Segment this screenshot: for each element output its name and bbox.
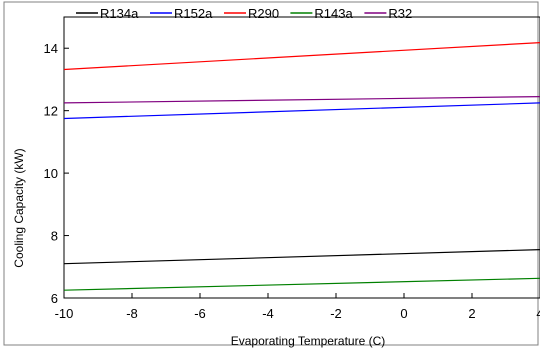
y-tick-label: 6: [51, 291, 58, 306]
x-tick-label: -10: [55, 306, 74, 321]
series-line-r143a: [63, 277, 540, 291]
x-tick-label: -2: [330, 306, 342, 321]
y-axis-title: Cooling Capacity (kW): [12, 148, 26, 267]
legend-label: R32: [388, 6, 412, 21]
y-tick-label: 12: [44, 104, 58, 119]
x-axis-title: Evaporating Temperature (C): [231, 334, 386, 348]
tick-labels: -10 -8 -6 -4 -2 0 2 4 6 8 10 12 14: [44, 41, 540, 321]
y-tick-label: 8: [51, 229, 58, 244]
plot-frame: [3, 1, 539, 346]
x-tick-label: -4: [262, 306, 274, 321]
y-tick-label: 10: [44, 166, 58, 181]
series-line-r32: [63, 96, 540, 104]
x-tick-label: 2: [468, 306, 475, 321]
series-lines: [63, 42, 540, 291]
legend-label: R152a: [174, 6, 213, 21]
axis-ticks: [63, 47, 540, 299]
x-tick-label: -8: [126, 306, 138, 321]
series-line-r152a: [63, 102, 540, 120]
x-tick-label: 4: [536, 306, 540, 321]
series-line-r134a: [63, 249, 540, 265]
plot-area: [63, 16, 540, 299]
legend-label: R290: [248, 6, 279, 21]
x-tick-label: -6: [194, 306, 206, 321]
legend-label: R134a: [100, 6, 139, 21]
legend-label: R143a: [314, 6, 353, 21]
y-tick-label: 14: [44, 41, 58, 56]
series-line-r290: [63, 42, 540, 71]
x-tick-label: 0: [400, 306, 407, 321]
